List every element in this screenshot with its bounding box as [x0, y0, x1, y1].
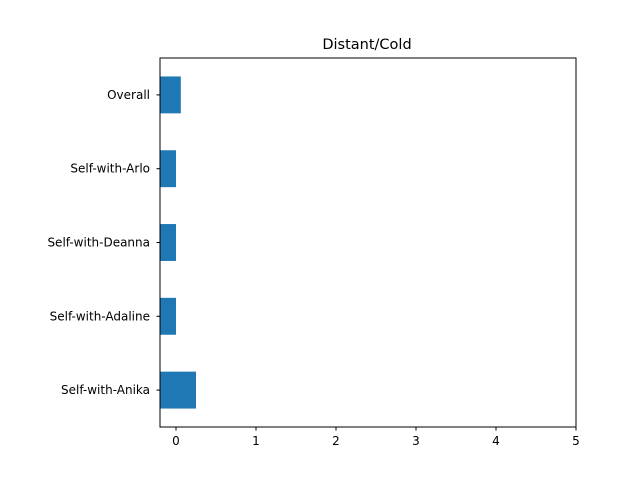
- x-tick-label: 1: [252, 434, 260, 448]
- x-tick-label: 5: [572, 434, 580, 448]
- x-tick-label: 2: [332, 434, 340, 448]
- y-tick-label: Overall: [107, 88, 150, 102]
- y-tick-label: Self-with-Adaline: [50, 309, 150, 323]
- x-axis: 0 1 2 3 4 5: [172, 427, 580, 448]
- y-axis: Overall Self-with-Arlo Self-with-Deanna Sel…: [47, 88, 160, 397]
- x-tick-label: 4: [492, 434, 500, 448]
- plot-frame: [159, 57, 577, 428]
- chart-title: Distant/Cold: [322, 37, 411, 53]
- bars-group: [160, 76, 196, 409]
- bar-overall: [160, 76, 181, 114]
- bar-self-with-anika: [160, 371, 196, 409]
- x-tick-label: 3: [412, 434, 420, 448]
- x-tick-label: 0: [172, 434, 180, 448]
- bar-self-with-adaline: [160, 297, 176, 335]
- bar-self-with-deanna: [160, 224, 176, 261]
- y-tick-label: Self-with-Anika: [61, 383, 150, 397]
- y-tick-label: Self-with-Deanna: [47, 236, 150, 250]
- bar-self-with-arlo: [160, 150, 176, 188]
- y-tick-label: Self-with-Arlo: [70, 162, 150, 176]
